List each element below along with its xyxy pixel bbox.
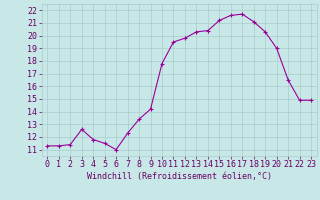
X-axis label: Windchill (Refroidissement éolien,°C): Windchill (Refroidissement éolien,°C): [87, 172, 272, 181]
